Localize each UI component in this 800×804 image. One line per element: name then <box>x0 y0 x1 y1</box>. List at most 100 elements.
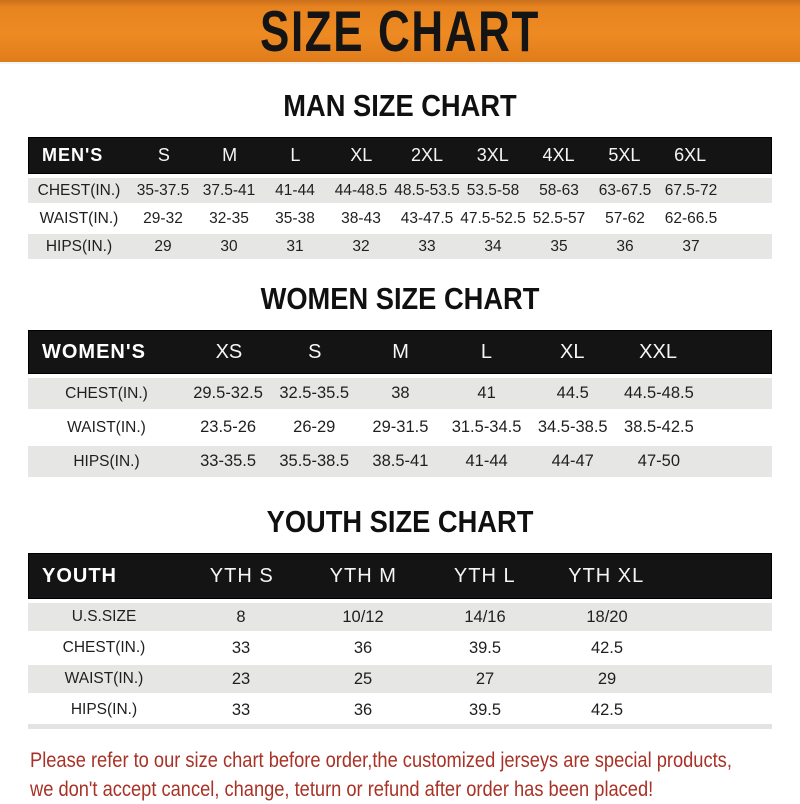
spacer-cell <box>702 378 772 409</box>
size-value-cell: 35-37.5 <box>136 181 190 199</box>
spacer-cell <box>668 696 772 724</box>
size-value-cell: 29 <box>154 237 172 255</box>
size-value-cell: 29.5-32.5 <box>193 384 263 402</box>
youth-size-section: YOUTH SIZE CHART YOUTH YTH S YTH M YTH L YTH… <box>0 477 800 729</box>
size-value-cell: 29-32 <box>143 209 183 227</box>
size-value-cell: 41-44 <box>275 181 315 199</box>
size-value-cell: 38-43 <box>341 209 381 227</box>
size-value-cell: 44.5-48.5 <box>624 384 694 402</box>
row-label: WAIST(IN.) <box>39 209 119 227</box>
size-value-cell: 31.5-34.5 <box>451 418 522 436</box>
spacer-cell <box>723 138 771 173</box>
size-value-cell: 34 <box>484 237 502 255</box>
size-value-cell: 35 <box>550 237 568 255</box>
size-value-cell: 10/12 <box>342 607 384 626</box>
table-title-cell: MEN'S <box>42 145 104 165</box>
size-value-cell: 47-50 <box>637 452 680 470</box>
table-header-row: MEN'S S M L XL 2XL 3XL 4XL 5XL 6XL <box>28 137 772 174</box>
size-value-cell: 32.5-35.5 <box>279 384 350 402</box>
size-value-cell: 29-31.5 <box>372 418 429 436</box>
column-header: M <box>392 340 409 363</box>
size-value-cell: 35-38 <box>275 209 315 227</box>
column-header: 4XL <box>542 145 575 165</box>
column-header: 5XL <box>608 145 641 165</box>
column-header: S <box>308 340 322 363</box>
column-header: L <box>480 340 492 363</box>
size-value-cell: 37.5-41 <box>202 181 256 199</box>
size-value-cell: 8 <box>236 607 246 626</box>
size-value-cell: 33 <box>231 700 251 719</box>
women-size-section: WOMEN SIZE CHART WOMEN'S XS S M L XL XXL CHEST(… <box>0 259 800 477</box>
youth-section-title: YOUTH SIZE CHART <box>266 504 534 539</box>
column-header: XXL <box>639 340 677 363</box>
table-row: CHEST(IN.) 35-37.5 37.5-41 41-44 44-48.5 48.5… <box>28 178 772 203</box>
table-row: WAIST(IN.) 29-32 32-35 35-38 38-43 43-47.5 47.… <box>28 206 772 231</box>
size-value-cell: 58-63 <box>539 181 579 199</box>
size-value-cell: 38.5-41 <box>372 452 429 470</box>
table-row: CHEST(IN.) 33 36 39.5 42.5 <box>28 634 772 662</box>
row-label: WAIST(IN.) <box>64 670 144 687</box>
row-label: CHEST(IN.) <box>65 384 148 402</box>
column-header: XL <box>560 340 585 363</box>
table-row: WAIST(IN.) 23.5-26 26-29 29-31.5 31.5-34.5 34… <box>28 412 772 443</box>
size-value-cell: 44-47 <box>551 452 594 470</box>
size-value-cell: 38.5-42.5 <box>624 418 694 436</box>
size-value-cell: 33 <box>231 638 251 657</box>
spacer-cell <box>724 206 772 231</box>
table-title-cell: YOUTH <box>42 564 117 587</box>
size-value-cell: 44.5 <box>556 384 589 402</box>
column-header: XS <box>215 340 243 363</box>
size-value-cell: 33-35.5 <box>200 452 257 470</box>
column-header: YTH XL <box>568 564 645 587</box>
row-label: HIPS(IN.) <box>70 701 138 718</box>
table-header-row: WOMEN'S XS S M L XL XXL <box>28 330 772 374</box>
spacer-cell <box>667 554 771 598</box>
column-header: 6XL <box>674 145 707 165</box>
size-value-cell: 29 <box>597 669 617 688</box>
size-value-cell: 57-62 <box>605 209 645 227</box>
size-value-cell: 31 <box>286 237 304 255</box>
spacer-cell <box>668 665 772 693</box>
table-row: HIPS(IN.) 29 30 31 32 33 34 35 36 37 <box>28 234 772 259</box>
size-value-cell: 36 <box>616 237 634 255</box>
size-value-cell: 30 <box>220 237 238 255</box>
row-label: CHEST(IN.) <box>62 639 146 656</box>
row-label: WAIST(IN.) <box>67 418 146 436</box>
row-label: HIPS(IN.) <box>73 452 140 470</box>
size-chart-banner: SIZE CHART <box>0 0 800 64</box>
size-value-cell: 32-35 <box>209 209 249 227</box>
notice-line-1: Please refer to our size chart before or… <box>30 748 732 772</box>
spacer-cell <box>668 634 772 662</box>
size-value-cell: 52.5-57 <box>532 209 586 227</box>
column-header: S <box>157 145 170 165</box>
size-value-cell: 26-29 <box>293 418 336 436</box>
size-value-cell: 38 <box>391 384 410 402</box>
spacer-cell <box>701 331 771 373</box>
size-value-cell: 25 <box>353 669 373 688</box>
size-value-cell: 14/16 <box>464 607 506 626</box>
women-section-title: WOMEN SIZE CHART <box>260 281 540 316</box>
size-value-cell: 37 <box>682 237 700 255</box>
table-row: U.S.SIZE 8 10/12 14/16 18/20 <box>28 603 772 631</box>
column-header: YTH L <box>453 564 516 587</box>
column-header: 3XL <box>476 145 509 165</box>
table-header-row: YOUTH YTH S YTH M YTH L YTH XL <box>28 553 772 599</box>
youth-size-table: YOUTH YTH S YTH M YTH L YTH XL U.S.SIZE 8 10/12… <box>28 553 772 729</box>
size-value-cell: 39.5 <box>468 638 502 657</box>
notice-line-2: we don't accept cancel, change, teturn o… <box>30 777 654 801</box>
size-value-cell: 32 <box>352 237 370 255</box>
size-value-cell: 42.5 <box>590 700 624 719</box>
size-value-cell: 62-66.5 <box>664 209 718 227</box>
column-header: 2XL <box>410 145 443 165</box>
row-label: HIPS(IN.) <box>45 237 113 255</box>
table-title-cell: WOMEN'S <box>42 340 146 363</box>
table-row: WAIST(IN.) 23 25 27 29 <box>28 665 772 693</box>
order-notice: Please refer to our size chart before or… <box>30 746 800 804</box>
size-value-cell: 47.5-52.5 <box>460 209 526 227</box>
page-title: SIZE CHART <box>260 0 540 64</box>
column-header: M <box>222 145 238 165</box>
size-value-cell: 36 <box>353 700 373 719</box>
spacer-cell <box>668 603 772 631</box>
women-size-table: WOMEN'S XS S M L XL XXL CHEST(IN.) 29.5-32.5 32.5… <box>28 330 772 477</box>
size-value-cell: 35.5-38.5 <box>279 452 350 470</box>
